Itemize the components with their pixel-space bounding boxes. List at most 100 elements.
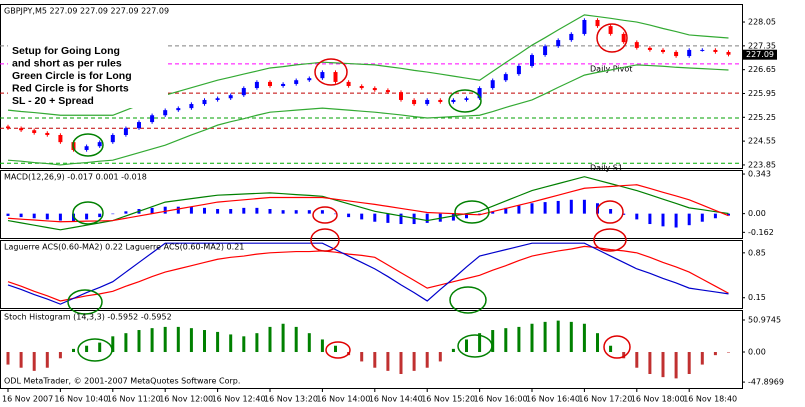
level-label: Daily Pivot	[590, 64, 632, 73]
stoch-bar	[687, 352, 691, 374]
stoch-bar	[124, 333, 128, 353]
macd-bar	[347, 213, 351, 218]
stoch-bar	[19, 352, 23, 368]
long-circle	[448, 89, 482, 113]
stoch-bar	[478, 333, 482, 353]
candle-body	[399, 92, 403, 100]
y-tick-label: -47.8969	[748, 378, 784, 387]
stoch-bar	[517, 326, 521, 353]
candle-body	[477, 88, 482, 99]
y-tick-label: 0.85	[748, 248, 766, 257]
macd-bar	[713, 213, 717, 219]
stoch-bar	[320, 339, 324, 353]
stoch-bar	[530, 323, 534, 353]
pane-title: Stoch Histogram (14,3,3) -0.5952 -0.5952	[4, 313, 172, 322]
candle-body	[45, 132, 50, 135]
stoch-bar	[622, 352, 626, 359]
stoch-bar	[674, 352, 678, 379]
candle-body	[726, 51, 731, 55]
macd-bar	[189, 206, 193, 214]
candle-body	[700, 49, 705, 51]
x-tick-label: 16 Nov 14:00	[316, 395, 370, 404]
candle-body	[569, 33, 574, 41]
current-price-box	[743, 49, 777, 60]
stoch-bar	[268, 326, 272, 353]
macd-bar	[451, 213, 455, 221]
stoch-bar	[334, 345, 337, 353]
short-circle	[314, 58, 348, 86]
circles	[67, 23, 631, 362]
candle-body	[687, 49, 692, 57]
stoch-bar	[713, 352, 717, 356]
stoch-bar	[412, 352, 416, 371]
candle-body	[438, 99, 443, 102]
macd-bar	[32, 213, 36, 219]
annotation-bg	[8, 44, 168, 108]
stoch-bar	[360, 352, 364, 362]
macd-bar	[727, 213, 730, 216]
x-tick-label: 16 Nov 10:40	[54, 395, 108, 404]
candle-body	[254, 81, 259, 89]
level-label: Daily S1	[590, 164, 623, 173]
macd-bar	[543, 202, 547, 214]
stoch-bar	[727, 352, 730, 353]
candle-body	[647, 47, 652, 50]
candle-body	[608, 26, 613, 34]
short-circle	[596, 200, 624, 224]
candle-body	[19, 128, 24, 131]
macd-bar	[281, 210, 285, 214]
macd-bar	[111, 213, 115, 215]
long-circle	[72, 201, 104, 225]
annotation-line: SL - 20 + Spread	[12, 95, 94, 107]
stoch-bar	[189, 328, 193, 353]
stoch-bar	[137, 330, 141, 353]
candle-body	[359, 86, 364, 89]
long-circle	[67, 289, 103, 315]
candle-body	[97, 142, 102, 147]
candle-body	[634, 42, 639, 48]
y-tick-label: 225.95	[748, 89, 776, 98]
macd-bar	[294, 210, 298, 214]
stoch-bar	[399, 352, 403, 374]
candle-body	[281, 83, 286, 86]
candle-body	[543, 46, 548, 56]
macd-bar	[360, 213, 364, 220]
stoch-bar	[386, 352, 390, 371]
pane-title: GBPJPY,M5 227.09 227.09 227.09 227.09	[4, 7, 169, 16]
short-circle	[312, 206, 338, 224]
stoch-pane	[0, 310, 743, 389]
short-circle	[603, 335, 631, 359]
macd-bar	[700, 213, 704, 222]
stoch-bar	[543, 321, 547, 353]
price-pane	[0, 4, 743, 169]
stoch-bar	[229, 334, 233, 353]
stoch-bar	[582, 323, 586, 353]
candle-body	[503, 74, 508, 81]
macd-bar	[530, 203, 534, 214]
macd-bar	[45, 213, 49, 220]
macd-bar	[19, 213, 23, 218]
short-circle	[325, 341, 351, 359]
stoch-bar	[635, 352, 639, 368]
pane-title: MACD(12,26,9) -0.017 0.001 -0.018	[4, 173, 147, 182]
macd-bar	[517, 205, 521, 214]
stoch-bar	[373, 352, 377, 368]
stoch-bar	[98, 342, 102, 353]
y-tick-label: 50.9745	[748, 316, 781, 325]
y-tick-label: 227.35	[748, 41, 776, 50]
candle-body	[621, 33, 626, 43]
candle-body	[58, 134, 63, 143]
macd-bar	[648, 213, 652, 225]
macd-bar	[242, 207, 246, 214]
macd-bar	[622, 213, 626, 215]
short-circle	[310, 228, 340, 252]
macd-bar	[635, 213, 639, 220]
x-tick-label: 16 Nov 12:40	[212, 395, 266, 404]
stoch-bar	[72, 348, 75, 353]
indicator-line	[7, 176, 729, 231]
macd-bar	[582, 199, 586, 214]
indicator-line	[7, 245, 729, 302]
stoch-bar	[111, 336, 115, 353]
x-tick-label: 16 Nov 15:20	[421, 395, 475, 404]
